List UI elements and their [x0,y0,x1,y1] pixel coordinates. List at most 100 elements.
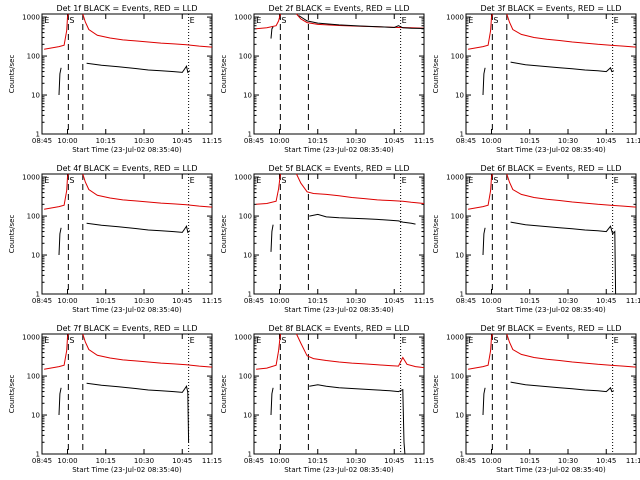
series-line-2 [270,26,274,39]
x-tick-label: 08:45 [456,137,476,145]
y-tick-label: 1000 [234,334,252,342]
y-tick-label: 10 [455,92,464,100]
chart-title: Det 7f BLACK = Events, RED = LLD [56,324,197,333]
y-tick-label: 1 [248,131,252,139]
x-tick-label: 10:00 [57,137,77,145]
series-line-3 [510,61,615,73]
x-tick-label: 10:30 [346,297,366,305]
x-tick-label: 08:45 [32,137,52,145]
y-tick-label: 10 [31,252,40,260]
x-tick-label: 10:45 [384,137,404,145]
x-tick-label: 08:45 [456,297,476,305]
x-tick-label: 10:15 [308,297,328,305]
chart-title: Det 9f BLACK = Events, RED = LLD [480,324,621,333]
y-tick-label: 1 [36,451,40,459]
x-tick-label: 11:15 [202,137,222,145]
series-line-1 [506,13,637,48]
x-tick-label: 11:15 [414,297,434,305]
y-tick-label: 10 [455,252,464,260]
y-tick-label: 10 [31,412,40,420]
marker-label: E [614,176,619,185]
chart-panel-8: Det 8f BLACK = Events, RED = LLD 1 10 100 10… [220,324,434,474]
x-axis-label: Start Time (23-Jul-02 08:35:40) [496,466,606,474]
y-axis-label: Counts/sec [8,55,16,94]
chart-panel-7: Det 7f BLACK = Events, RED = LLD 1 10 100 10… [8,324,222,474]
marker-label: E [468,16,473,25]
y-axis-label: Counts/sec [220,55,228,94]
y-tick-label: 1000 [22,14,40,22]
series-line-3 [86,382,190,443]
marker-label: S [493,16,498,25]
y-tick-label: 100 [239,213,252,221]
y-tick-label: 1000 [446,14,464,22]
x-tick-label: 11:15 [626,137,640,145]
series-line-3 [86,62,191,74]
marker-label: S [493,176,498,185]
series-line-1 [82,173,213,208]
x-tick-label: 08:45 [244,137,264,145]
plot-frame [41,333,213,455]
y-tick-label: 1 [36,291,40,299]
y-tick-label: 100 [451,53,464,61]
plot-frame [41,173,213,295]
y-axis-label: Counts/sec [8,215,16,254]
x-tick-label: 10:30 [346,137,366,145]
chart-title: Det 5f BLACK = Events, RED = LLD [268,164,409,173]
chart-panel-5: Det 5f BLACK = Events, RED = LLD 1 10 100 10… [220,164,434,314]
marker-label: E [44,176,49,185]
series-line-2 [58,387,62,416]
y-tick-label: 100 [451,213,464,221]
marker-label: E [614,336,619,345]
series-line-2 [482,387,486,416]
y-tick-label: 1 [460,291,464,299]
y-tick-label: 10 [243,92,252,100]
x-axis-label: Start Time (23-Jul-02 08:35:40) [72,146,182,154]
marker-label: E [468,336,473,345]
series-line-1 [82,13,213,48]
series-line-0 [256,333,281,370]
x-tick-label: 08:45 [244,457,264,465]
x-tick-label: 08:45 [32,457,52,465]
x-axis-label: Start Time (23-Jul-02 08:35:40) [496,306,606,314]
x-tick-label: 10:15 [96,457,116,465]
chart-title: Det 2f BLACK = Events, RED = LLD [268,4,409,13]
x-tick-label: 10:15 [96,137,116,145]
x-tick-label: 10:15 [308,457,328,465]
plot-frame [253,13,425,135]
x-tick-label: 10:45 [596,297,616,305]
y-tick-label: 1000 [234,14,252,22]
series-line-2 [270,224,274,252]
y-tick-label: 10 [455,412,464,420]
chart-title: Det 3f BLACK = Events, RED = LLD [480,4,621,13]
y-axis-label: Counts/sec [220,215,228,254]
x-tick-label: 10:45 [172,457,192,465]
series-line-3 [510,381,615,393]
series-line-0 [44,13,69,50]
chart-panel-9: Det 9f BLACK = Events, RED = LLD 1 10 100 10… [432,324,640,474]
x-axis-label: Start Time (23-Jul-02 08:35:40) [496,146,606,154]
y-tick-label: 100 [27,213,40,221]
series-line-0 [468,173,493,210]
y-tick-label: 1000 [22,174,40,182]
x-tick-label: 10:30 [558,457,578,465]
x-tick-label: 10:45 [172,297,192,305]
marker-label: S [69,176,74,185]
x-axis-label: Start Time (23-Jul-02 08:35:40) [284,306,394,314]
plot-frame [253,333,425,455]
y-tick-label: 100 [451,373,464,381]
marker-label: E [44,16,49,25]
chart-panel-6: Det 6f BLACK = Events, RED = LLD 1 10 100 10… [432,164,640,314]
plot-frame [41,13,213,135]
marker-label: E [402,336,407,345]
series-line-1 [296,333,425,369]
x-tick-label: 10:45 [384,297,404,305]
series-line-1 [296,173,425,204]
marker-label: E [402,176,407,185]
x-tick-label: 11:15 [626,297,640,305]
y-tick-label: 1 [460,131,464,139]
marker-label: E [190,176,195,185]
x-tick-label: 10:30 [134,457,154,465]
y-tick-label: 100 [239,53,252,61]
chart-panel-1: Det 1f BLACK = Events, RED = LLD 1 10 100 10… [8,4,222,154]
series-line-3 [309,384,406,455]
